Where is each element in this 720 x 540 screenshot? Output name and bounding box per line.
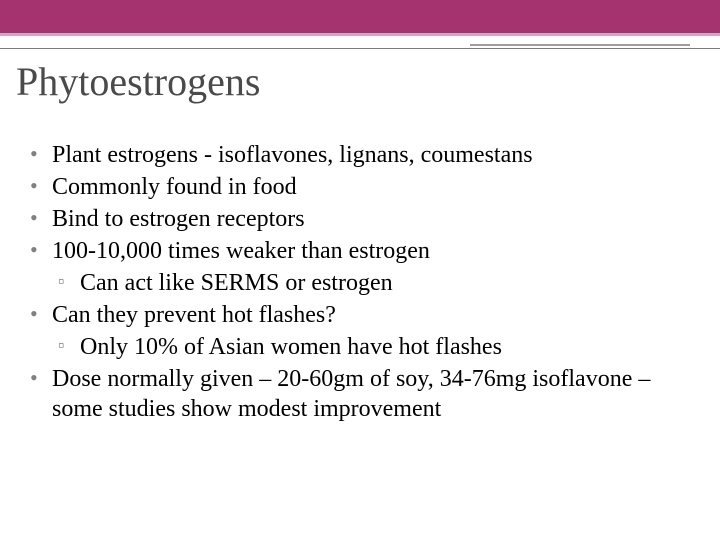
header-accent-line [470,44,690,46]
bullet-text: Plant estrogens - isoflavones, lignans, … [52,142,533,168]
bullet-text: Only 10% of Asian women have hot flashes [80,334,502,360]
slide-title: Phytoestrogens [16,58,260,105]
slide-content: Plant estrogens - isoflavones, lignans, … [28,140,700,426]
slide: Phytoestrogens Plant estrogens - isoflav… [0,0,720,540]
list-item: 100-10,000 times weaker than estrogen [28,236,700,266]
bullet-text: Can they prevent hot flashes? [52,302,336,328]
list-item: Dose normally given – 20-60gm of soy, 34… [28,364,700,424]
header-underline [0,48,720,49]
bullet-text: Commonly found in food [52,174,297,200]
list-sub-item: Only 10% of Asian women have hot flashes [28,332,700,362]
bullet-text: 100-10,000 times weaker than estrogen [52,238,430,264]
list-item: Bind to estrogen receptors [28,204,700,234]
bullet-text: Bind to estrogen receptors [52,206,305,232]
list-item: Plant estrogens - isoflavones, lignans, … [28,140,700,170]
bullet-list: Plant estrogens - isoflavones, lignans, … [28,140,700,424]
list-item: Can they prevent hot flashes? [28,300,700,330]
bullet-text: Can act like SERMS or estrogen [80,270,393,296]
list-item: Commonly found in food [28,172,700,202]
bullet-text: Dose normally given – 20-60gm of soy, 34… [52,366,650,422]
header-bar [0,0,720,36]
list-sub-item: Can act like SERMS or estrogen [28,268,700,298]
